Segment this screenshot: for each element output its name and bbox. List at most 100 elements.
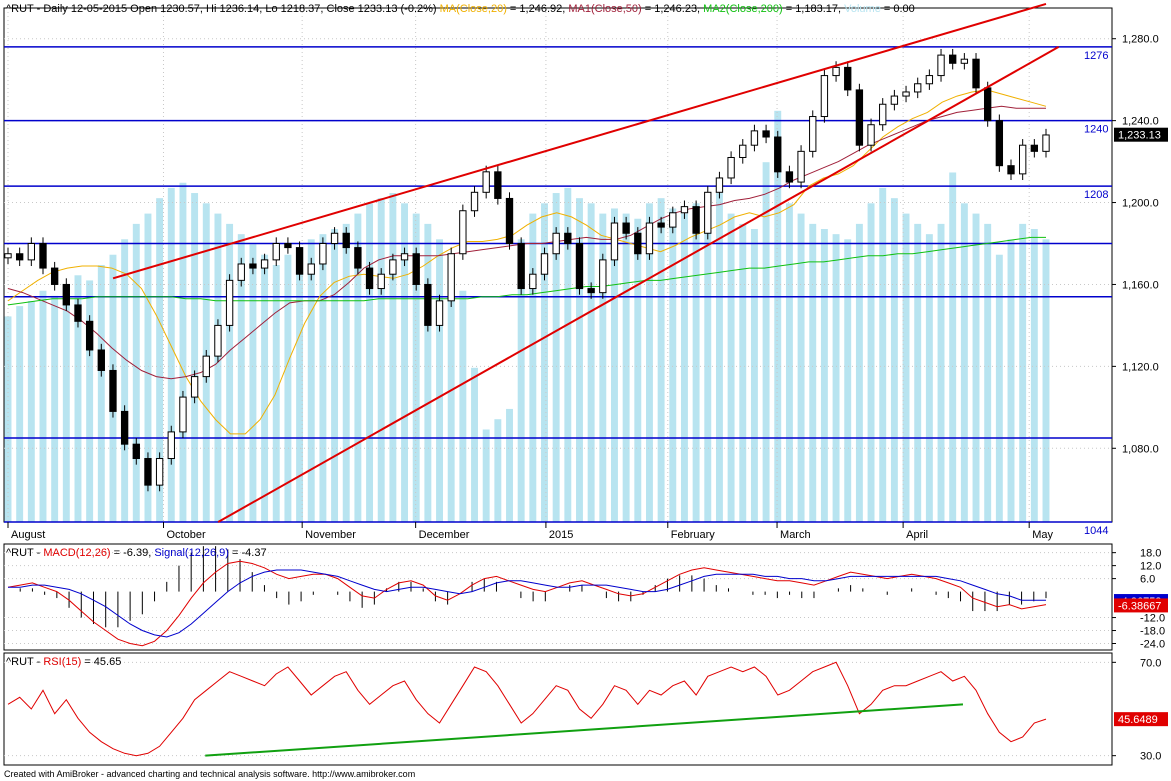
trend-lines xyxy=(112,2,1060,523)
candle-body xyxy=(470,191,479,212)
macd-header: ^RUT - MACD(12,26) = -6.39, Signal(12,26… xyxy=(6,547,267,559)
volume-bar xyxy=(949,172,957,523)
candle-body xyxy=(902,91,910,97)
price-x-tick-label: August xyxy=(11,529,45,541)
candle-body xyxy=(809,116,817,152)
candle-body xyxy=(762,130,770,138)
price-x-tick-label: November xyxy=(305,529,356,541)
candle-body xyxy=(272,242,280,261)
candle-body xyxy=(202,355,210,378)
volume-bar xyxy=(820,229,828,522)
volume-bars xyxy=(4,110,1050,523)
candle-body xyxy=(575,242,584,290)
volume-bar xyxy=(366,203,374,522)
last-close-value: 1,233.13 xyxy=(1118,130,1161,142)
last-close-value-bg xyxy=(1114,127,1168,142)
volume-bar xyxy=(750,229,758,522)
price-header: ^RUT - Daily 12-05-2015 Open 1230.57, Hi… xyxy=(6,3,915,15)
candle-body xyxy=(389,259,397,275)
rsi-y-tick-label: 70.0 xyxy=(1140,657,1161,669)
volume-bar xyxy=(342,223,350,522)
candle-body xyxy=(645,222,654,255)
candle-body xyxy=(284,242,292,249)
candle-body xyxy=(820,75,829,118)
volume-bar xyxy=(1030,229,1038,522)
volume-bar xyxy=(74,275,82,522)
volume-bar xyxy=(16,306,24,522)
price-x-tick-label: February xyxy=(671,529,716,541)
candle-body xyxy=(890,95,899,105)
macd-y-tick-label: -18.0 xyxy=(1140,626,1165,638)
volume-bar xyxy=(727,213,735,522)
volume-bar xyxy=(401,203,408,522)
volume-bar xyxy=(27,300,35,522)
candle-body xyxy=(400,253,409,261)
candle-body xyxy=(27,242,35,261)
footer-credit: Created with AmiBroker - advanced charti… xyxy=(4,769,415,779)
candle-body xyxy=(914,83,922,93)
volume-bar xyxy=(436,239,443,523)
macd-lines xyxy=(7,560,1047,647)
candle-body xyxy=(564,232,572,244)
candle-body xyxy=(540,253,549,275)
candle-body xyxy=(657,222,665,228)
macd-histogram xyxy=(19,546,1047,628)
volume-bar xyxy=(214,213,222,522)
price-x-tick-label: October xyxy=(166,529,205,541)
series-line-ma20 xyxy=(7,89,1047,435)
candle-body xyxy=(319,242,327,265)
volume-bar xyxy=(587,203,595,522)
volume-bar xyxy=(762,162,770,522)
macd-y-tick-label: 6.0 xyxy=(1140,574,1155,586)
volume-bar xyxy=(646,203,653,522)
candle-body xyxy=(552,232,560,255)
candle-body xyxy=(727,156,735,179)
volume-bar xyxy=(1007,239,1015,523)
volume-bar xyxy=(412,213,420,522)
macd-y-tick-label: 12.0 xyxy=(1140,561,1161,573)
candle-body xyxy=(4,253,12,259)
candle-body xyxy=(494,171,502,199)
macd-y-tick-label: 18.0 xyxy=(1140,548,1161,560)
volume-bar xyxy=(377,198,385,522)
volume-bar xyxy=(156,198,164,522)
candle-body xyxy=(249,263,257,269)
volume-bar xyxy=(960,203,968,522)
macd-value-tags: -4.36753-6.38667 xyxy=(1114,594,1168,613)
candle-body xyxy=(412,253,420,285)
price-x-tick-label: 2015 xyxy=(549,529,573,541)
candle-body xyxy=(109,369,117,412)
volume-bar xyxy=(144,213,152,522)
candle-body xyxy=(365,267,374,290)
candle-body xyxy=(424,283,432,326)
volume-bar xyxy=(552,193,560,523)
volume-bar xyxy=(704,198,712,522)
candle-body xyxy=(15,253,24,261)
price-x-tick-label: March xyxy=(780,529,811,541)
price-y-axis: 1,080.0 1,120.0 1,160.0 1,200.0 1,240.0 1,280… xyxy=(1112,34,1159,455)
last-close-tag: 1,233.13 xyxy=(1114,127,1168,142)
volume-bar xyxy=(179,182,187,522)
candle-body xyxy=(62,283,70,306)
volume-bar xyxy=(972,213,980,522)
candle-body xyxy=(844,66,852,91)
candle-body xyxy=(354,247,362,269)
volume-bar xyxy=(611,208,618,522)
volume-bar xyxy=(774,110,782,523)
candle-body xyxy=(435,300,444,326)
macd-pane: 18.012.06.0 -12.0-18.0-24.0 -4.36753-6.38… xyxy=(3,543,1168,651)
candle-body xyxy=(214,324,222,357)
candle-body xyxy=(50,267,59,285)
volume-bar xyxy=(914,223,922,522)
trend-line xyxy=(217,46,1060,523)
volume-bar xyxy=(506,408,513,522)
volume-bar xyxy=(97,265,105,522)
support-line-label: 1208 xyxy=(1084,189,1108,201)
rsi-value-bg xyxy=(1114,712,1168,727)
price-x-axis: August October November December 2015 Februar… xyxy=(7,522,1053,541)
candle-body xyxy=(692,206,700,234)
volume-bar xyxy=(529,213,537,522)
candle-body xyxy=(785,171,794,183)
volume-bar xyxy=(995,254,1003,522)
volume-bar xyxy=(599,213,607,522)
